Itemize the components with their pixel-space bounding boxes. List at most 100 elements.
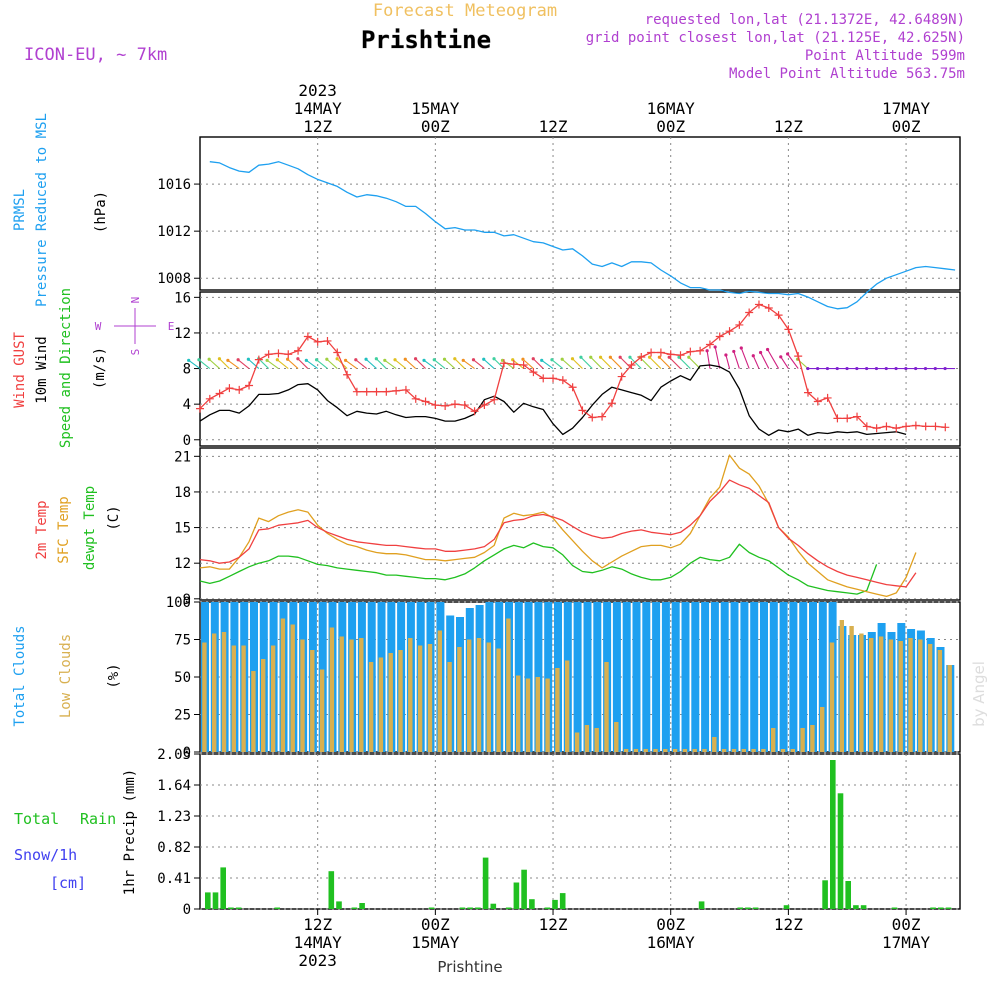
gust-marker [794,352,803,361]
precip-bar [475,907,481,909]
low-cloud-bar [594,728,599,752]
total-cloud-bar [779,602,788,752]
low-cloud-bar [918,639,923,752]
total-cloud-bar [720,602,729,752]
wind-dir-arrowhead [374,357,378,361]
temp-dewpt-label: dewpt Temp [82,486,98,570]
wind-dir-arrowhead [589,355,593,359]
total-cloud-bar [681,602,690,752]
low-cloud-bar [584,725,590,752]
total-cloud-bar [573,602,582,752]
wind-dir-arrow [188,359,201,369]
gust-marker [421,397,430,406]
wind-speed-line [199,364,907,436]
y-tick-label: 0 [183,745,191,761]
low-cloud-bar [241,645,246,752]
wind-dir-arrowhead [835,366,839,371]
total-cloud-bar [789,602,798,752]
wind-dir-arrow [551,359,564,369]
gust-marker [343,370,352,379]
total-cloud-bar [632,602,641,752]
low-cloud-bar [633,749,639,752]
precip-bar [891,907,898,909]
precip-bar [235,907,242,909]
low-cloud-bar [829,642,835,752]
precip-bar [505,907,512,909]
gust-marker [843,414,852,423]
wind-dir-arrowhead [739,346,743,350]
precip-rain-label: Rain [80,810,116,828]
precip-bar [513,882,520,909]
low-cloud-bar [408,638,413,752]
precip-bar [698,901,705,909]
time-label-bottom: 15MAY [411,933,460,952]
wind-dir-arrow [394,359,407,369]
low-cloud-bar [457,647,462,752]
gust-marker [245,381,254,390]
wind-dir-arrow [725,354,731,369]
wind-dir-arrowhead [335,357,339,361]
low-cloud-bar [467,639,472,752]
gust-marker [441,401,450,410]
low-cloud-bar [702,749,707,752]
wind-dir-arrowhead [724,353,728,357]
gust-marker [401,385,410,394]
gust-marker [715,332,724,341]
precip-bar [328,871,335,909]
precip-bar [783,905,790,909]
precip-bar [845,881,851,909]
model-label: ICON-EU, ~ 7km [24,45,167,65]
gust-marker [519,360,528,369]
precip-bar [490,903,497,909]
wind-dir-arrow [258,358,270,369]
low-cloud-bar [261,659,266,752]
gust-marker [529,368,538,377]
wind-dir-arrowhead [461,358,465,362]
time-label-top: 14MAY [294,99,343,118]
wind-dir-arrowhead [759,350,763,355]
wind-dir-arrow [444,358,456,369]
gust-marker [823,393,832,402]
wind-dir-arrow [733,351,740,369]
wind-dir-arrowhead [687,355,691,359]
low-cloud-bar [869,638,874,752]
precip-bar [482,857,489,909]
wind-dir-arrow [415,358,426,369]
low-cloud-bar [800,728,805,752]
precip-bar [737,907,743,909]
wind-dir-arrow [780,356,789,369]
wind-dir-arrow [316,359,328,369]
wind-dir-arrowhead [471,358,476,362]
wind-dir-arrowhead [855,366,859,371]
time-label-bottom: 12Z [539,915,568,934]
low-cloud-bar [565,660,570,752]
low-cloud-bar [771,728,776,752]
gust-marker [392,386,401,395]
wind-dir-arrow [580,356,593,369]
wind-dir-arrowhead [422,358,426,362]
gust-marker [362,387,371,396]
wind-dir-arrowhead [923,366,928,371]
wind-dir-arrow [532,358,544,369]
time-label-bottom: 16MAY [647,933,696,952]
low-cloud-bar [898,641,903,752]
low-cloud-bar [947,665,952,752]
wind-dir-arrowhead [845,366,849,371]
time-label-top: 00Z [421,117,450,136]
gust-marker [568,383,577,392]
total-cloud-bar [740,602,749,752]
wind-dir-arrowhead [618,355,622,359]
gust-marker [784,325,793,334]
wind-dir-arrowhead [197,358,201,362]
gust-marker [254,355,263,364]
y-tick-label: 0 [183,902,191,918]
y-tick-label: 0.41 [157,871,191,887]
precip-bar [930,907,936,909]
time-label-top: 12Z [774,117,803,136]
low-cloud-bar [388,653,393,752]
wind-dir-arrow [572,358,583,369]
gust-marker [264,350,273,359]
low-cloud-bar [888,639,894,752]
wind-dir-arrowhead [943,366,947,371]
total-cloud-bar [799,602,808,752]
